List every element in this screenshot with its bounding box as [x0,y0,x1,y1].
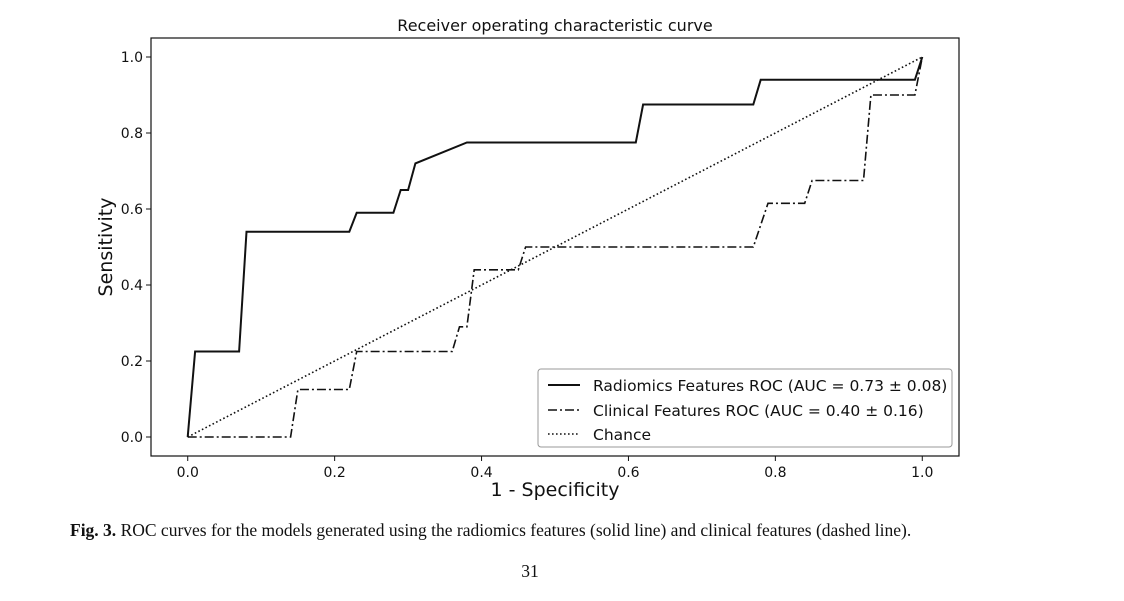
x-axis-label: 1 - Specificity [491,479,620,501]
x-tick-label: 0.2 [324,465,346,481]
y-axis-label: Sensitivity [95,198,117,297]
x-tick-label: 0.4 [470,465,492,481]
legend-label-radiomics: Radiomics Features ROC (AUC = 0.73 ± 0.0… [593,377,947,395]
y-tick-label: 0.0 [121,430,143,446]
legend-label-clinical: Clinical Features ROC (AUC = 0.40 ± 0.16… [593,402,924,420]
x-tick-label: 1.0 [911,465,933,481]
series-line-chance [187,56,923,438]
x-tick-label: 0.0 [177,465,199,481]
x-tick-label: 0.8 [764,465,786,481]
y-tick-label: 0.2 [121,354,143,370]
chart-title: Receiver operating characteristic curve [397,16,712,35]
plot-frame [150,37,960,457]
legend-box [537,368,953,448]
roc-chart: Receiver operating characteristic curve … [95,16,960,501]
page-number: 31 [521,561,539,581]
series-line-clinical [187,56,924,438]
x-axis: 0.0 0.2 0.4 0.6 0.8 1.0 [177,456,933,481]
y-tick-label: 1.0 [121,50,143,66]
legend-label-chance: Chance [593,426,651,444]
x-tick-label: 0.6 [617,465,639,481]
series-line-radiomics [186,56,924,438]
legend: Radiomics Features ROC (AUC = 0.73 ± 0.0… [537,368,953,448]
figure-caption-lead: Fig. 3. [70,520,117,540]
y-tick-label: 0.8 [121,126,143,142]
y-axis: 0.0 0.2 0.4 0.6 0.8 1.0 [121,50,151,446]
series-layer [186,56,924,438]
y-tick-label: 0.6 [121,202,143,218]
y-tick-label: 0.4 [121,278,143,294]
figure-caption: Fig. 3. ROC curves for the models genera… [70,520,911,541]
figure-caption-text: ROC curves for the models generated usin… [116,520,912,540]
